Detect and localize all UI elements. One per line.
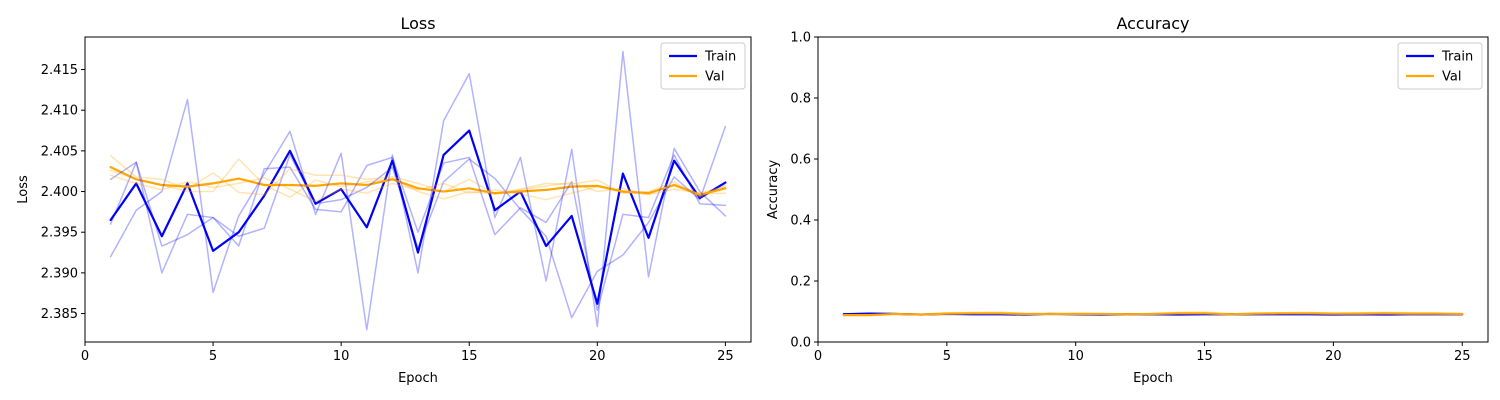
y-tick-label: 2.400: [41, 185, 78, 200]
x-tick-label: 5: [209, 349, 217, 364]
series-line-val: [109, 166, 727, 196]
y-tick-label: 0.0: [790, 336, 811, 351]
x-tick-label: 10: [333, 349, 350, 364]
x-tick-label: 0: [814, 349, 822, 364]
x-tick-label: 25: [1454, 349, 1471, 364]
y-axis-label: Accuracy: [766, 160, 781, 220]
loss-chart: Loss 0 5 10 15 20 25 2.385 2.390 2.395 2.400 2.405 2…: [16, 14, 752, 386]
y-tick-label: 2.410: [41, 104, 78, 119]
legend: Train Val: [1397, 42, 1483, 90]
series-group: [842, 311, 1464, 317]
x-tick-label: 20: [589, 349, 606, 364]
y-tick-label: 2.385: [41, 307, 78, 322]
x-tick-label: 25: [717, 349, 734, 364]
y-tick-label: 1.0: [790, 31, 811, 46]
x-tick-label: 20: [1325, 349, 1342, 364]
y-axis-label: Loss: [16, 175, 31, 204]
y-tick-label: 2.415: [41, 63, 78, 78]
axes-frame: [817, 36, 1489, 343]
chart-title: Loss: [400, 14, 435, 33]
series-line-val: [842, 312, 1464, 317]
series-line-run-6: [109, 158, 727, 200]
y-tick-label: 0.2: [790, 275, 811, 290]
legend-box: [660, 42, 746, 90]
y-tick-label: 0.4: [790, 214, 811, 229]
x-tick-label: 15: [461, 349, 478, 364]
y-tick-label: 2.395: [41, 226, 78, 241]
legend-label: Train: [704, 50, 736, 65]
y-tick-label: 2.405: [41, 144, 78, 159]
legend-label: Val: [705, 70, 724, 85]
x-axis-label: Epoch: [1133, 371, 1173, 386]
x-axis-label: Epoch: [398, 371, 438, 386]
legend-label: Val: [1442, 70, 1461, 85]
series-line-run-7: [109, 174, 727, 203]
x-tick-label: 0: [81, 349, 89, 364]
y-tick-label: 2.390: [41, 266, 78, 281]
legend-label: Train: [1441, 50, 1473, 65]
x-tick-label: 15: [1196, 349, 1213, 364]
chart-title: Accuracy: [1116, 14, 1189, 33]
legend-box: [1397, 42, 1483, 90]
accuracy-chart: Accuracy 0 5 10 15 20 25 0.0 0.2 0.4 0.6 0.8 1.0 Epoc…: [766, 14, 1489, 386]
x-tick-label: 10: [1067, 349, 1084, 364]
series-line-run-2: [109, 50, 727, 331]
y-tick-label: 0.6: [790, 153, 811, 168]
series-line-run-5: [109, 155, 727, 198]
legend: Train Val: [660, 42, 746, 90]
y-tick-label: 0.8: [790, 92, 811, 107]
series-line-train: [109, 129, 727, 305]
x-tick-label: 5: [943, 349, 951, 364]
series-group: [109, 50, 727, 331]
axes-frame: [84, 36, 752, 343]
series-line-run-4: [109, 125, 727, 319]
series-line-run-3: [109, 154, 727, 312]
